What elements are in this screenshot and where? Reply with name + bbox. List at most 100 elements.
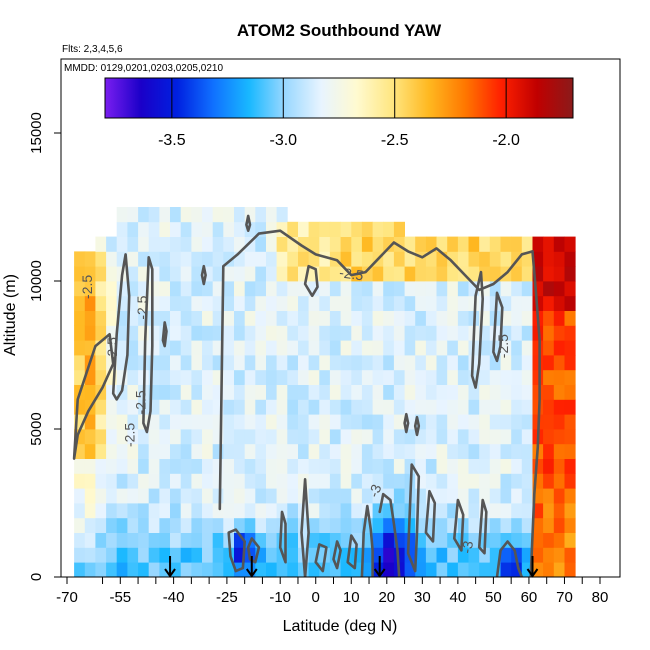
heatmap-cell (276, 562, 288, 577)
heatmap-cell (457, 310, 469, 326)
profile-marker-arrow (164, 556, 176, 578)
heatmap-cell (95, 251, 107, 267)
heatmap-cell (351, 443, 363, 459)
heatmap-cell (74, 532, 86, 548)
heatmap-cell (234, 340, 246, 356)
heatmap-cell (479, 488, 491, 504)
heatmap-cell (180, 221, 192, 237)
heatmap-cell (223, 251, 235, 267)
heatmap-cell (223, 295, 235, 311)
heatmap-cell (106, 281, 118, 297)
heatmap-cell (372, 443, 384, 459)
heatmap-cell (521, 266, 533, 282)
heatmap-cell (415, 281, 427, 297)
heatmap-cell (276, 325, 288, 341)
heatmap-cell (425, 310, 437, 326)
heatmap-cell (255, 532, 267, 548)
heatmap-cell (74, 414, 86, 430)
heatmap-cell (287, 473, 299, 489)
heatmap-cell (159, 517, 171, 533)
heatmap-cell (500, 369, 512, 385)
heatmap-cell (393, 458, 405, 474)
heatmap-cell (436, 399, 448, 415)
heatmap-cell (329, 310, 341, 326)
heatmap-cell (84, 281, 96, 297)
heatmap-cell (223, 384, 235, 400)
heatmap-cell (511, 473, 523, 489)
heatmap-cell (543, 384, 555, 400)
heatmap-cell (116, 443, 128, 459)
heatmap-cell (287, 325, 299, 341)
heatmap-cell (170, 458, 182, 474)
heatmap-cell (436, 503, 448, 519)
heatmap-cell (202, 340, 214, 356)
heatmap-cell (319, 340, 331, 356)
heatmap-cell (447, 266, 459, 282)
heatmap-cell (84, 266, 96, 282)
heatmap-cell (106, 562, 118, 577)
heatmap-cell (212, 281, 224, 297)
heatmap-cell (234, 517, 246, 533)
heatmap-cell (212, 473, 224, 489)
colorbar-tick-label: -3.0 (269, 132, 297, 149)
heatmap-cell (95, 429, 107, 445)
heatmap-cell (244, 281, 256, 297)
heatmap-cell (180, 429, 192, 445)
colorbar-tick-label: -2.5 (381, 132, 409, 149)
heatmap-cell (276, 443, 288, 459)
heatmap-cell (244, 458, 256, 474)
heatmap-cell (383, 399, 395, 415)
heatmap-cell (393, 325, 405, 341)
heatmap-cell (106, 517, 118, 533)
heatmap-cell (479, 295, 491, 311)
heatmap-cell (457, 429, 469, 445)
heatmap-cell (553, 473, 565, 489)
heatmap-cell (234, 473, 246, 489)
heatmap-cell (106, 473, 118, 489)
heatmap-cell (127, 355, 139, 371)
heatmap-cell (383, 458, 395, 474)
heatmap-cell (351, 355, 363, 371)
heatmap-cell (74, 340, 86, 356)
heatmap-cell (500, 429, 512, 445)
heatmap-cell (276, 414, 288, 430)
heatmap-cell (447, 488, 459, 504)
heatmap-cell (511, 295, 523, 311)
heatmap-cell (393, 443, 405, 459)
heatmap-cell (393, 429, 405, 445)
heatmap-cell (308, 473, 320, 489)
heatmap-cell (287, 236, 299, 252)
heatmap-cell (457, 340, 469, 356)
heatmap-cell (351, 473, 363, 489)
heatmap-cell (234, 384, 246, 400)
heatmap-cell (255, 310, 267, 326)
heatmap-cell (255, 547, 267, 563)
heatmap-cell (457, 281, 469, 297)
heatmap-cell (393, 517, 405, 533)
heatmap-cell (234, 251, 246, 267)
heatmap-cell (170, 281, 182, 297)
heatmap-cell (308, 310, 320, 326)
heatmap-cell (223, 414, 235, 430)
heatmap-cell (383, 236, 395, 252)
heatmap-cell (202, 384, 214, 400)
heatmap-cell (116, 355, 128, 371)
heatmap-cell (191, 503, 203, 519)
heatmap-cell (170, 325, 182, 341)
heatmap-cell (372, 532, 384, 548)
heatmap-cell (234, 503, 246, 519)
heatmap-cell (340, 532, 352, 548)
heatmap-cell (393, 547, 405, 563)
heatmap-cell (351, 295, 363, 311)
heatmap-cell (489, 458, 501, 474)
heatmap-cell (393, 369, 405, 385)
heatmap-cell (127, 384, 139, 400)
heatmap-cell (500, 310, 512, 326)
heatmap-cell (564, 458, 576, 474)
heatmap-cell (361, 399, 373, 415)
heatmap-cell (234, 221, 246, 237)
heatmap-cell (202, 236, 214, 252)
heatmap-cell (287, 310, 299, 326)
heatmap-cell (340, 488, 352, 504)
heatmap-cell (383, 443, 395, 459)
